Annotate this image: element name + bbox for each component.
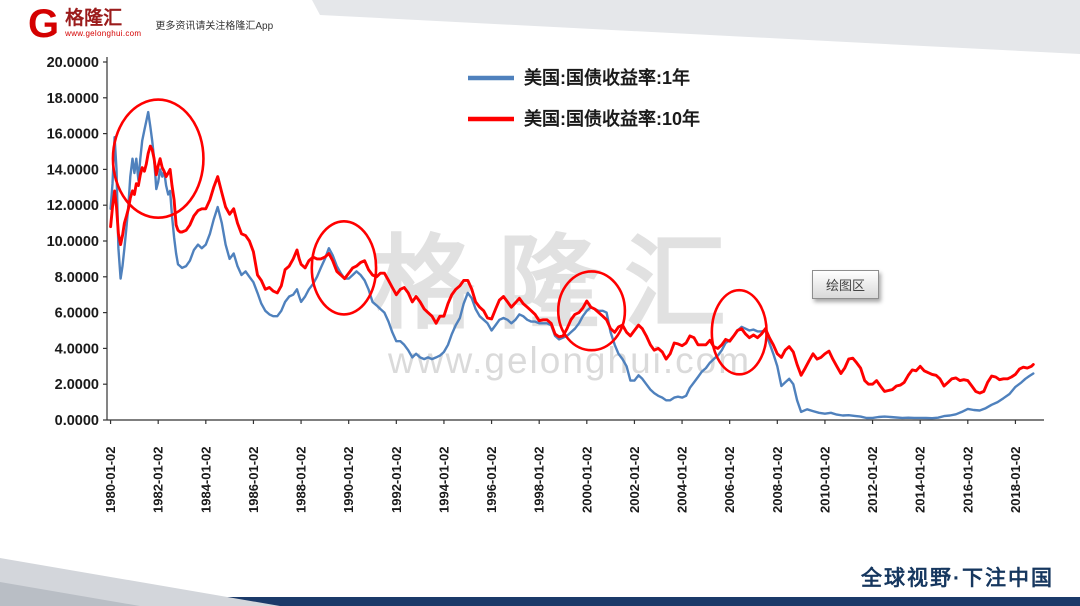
- x-tick-label: 1982-01-02: [151, 447, 166, 514]
- y-tick-label: 12.0000: [47, 198, 99, 214]
- series-line-2: [109, 144, 1035, 395]
- y-tick-label: 0.0000: [55, 413, 99, 429]
- x-tick-label: 1984-01-02: [198, 447, 213, 514]
- brand-name-block: 格隆汇 www.gelonghui.com: [65, 8, 142, 39]
- yield-line-chart: 0.0000 2.0000 4.0000 6.0000 8.0000 10.0000 12.…: [47, 55, 1044, 514]
- x-tick-label: 2012-01-02: [865, 447, 880, 514]
- brand-tagline: 更多资讯请关注格隆汇App: [155, 21, 274, 32]
- footer-slogan: 全球视野·下注中国: [861, 567, 1054, 590]
- legend-label-1: 美国:国债收益率:1年: [524, 67, 690, 88]
- x-tick-label: 2002-01-02: [627, 447, 642, 514]
- x-tick-label: 2016-01-02: [960, 447, 975, 514]
- x-tick-label: 2000-01-02: [579, 447, 594, 514]
- x-tick-label: 1992-01-02: [389, 447, 404, 514]
- y-tick-label: 10.0000: [47, 234, 99, 250]
- legend-label-2: 美国:国债收益率:10年: [524, 108, 700, 129]
- y-tick-label: 8.0000: [55, 270, 99, 286]
- x-tick-label: 1994-01-02: [436, 447, 451, 514]
- y-tick-label: 4.0000: [55, 341, 99, 357]
- x-tick-label: 2010-01-02: [817, 447, 832, 514]
- brand-header: G 格隆汇 www.gelonghui.com 更多资讯请关注格隆汇App: [28, 2, 274, 46]
- x-tick-label: 1980-01-02: [103, 447, 118, 514]
- plot-area-tooltip: 绘图区: [812, 270, 880, 299]
- x-tick-label: 2018-01-02: [1008, 447, 1023, 514]
- highlight-ellipse: [556, 270, 627, 352]
- x-tick-label: 1996-01-02: [484, 447, 499, 514]
- highlight-ellipse: [310, 220, 378, 316]
- x-tick-label: 1988-01-02: [294, 447, 309, 514]
- y-tick-label: 14.0000: [47, 162, 99, 178]
- x-tick-label: 1986-01-02: [246, 447, 261, 514]
- bottom-navy-bar: [0, 597, 1080, 606]
- brand-name: 格隆汇: [65, 8, 123, 29]
- y-tick-label: 18.0000: [47, 91, 99, 107]
- y-tick-label: 16.0000: [47, 127, 99, 143]
- y-tick-label: 2.0000: [55, 377, 99, 393]
- highlight-ellipse: [111, 98, 205, 220]
- x-tick-label: 1998-01-02: [532, 447, 547, 514]
- y-tick-label: 20.0000: [47, 55, 99, 71]
- x-tick-label: 1990-01-02: [341, 447, 356, 514]
- highlight-ellipse: [710, 288, 768, 376]
- x-tick-label: 2004-01-02: [675, 447, 690, 514]
- gelonghui-logo-icon: G: [28, 2, 60, 46]
- x-tick-label: 2008-01-02: [770, 447, 785, 514]
- y-tick-label: 6.0000: [55, 306, 99, 322]
- series-line-1: [109, 110, 1035, 420]
- x-tick-label: 2014-01-02: [913, 447, 928, 514]
- brand-url: www.gelonghui.com: [65, 29, 142, 38]
- x-tick-label: 2006-01-02: [722, 447, 737, 514]
